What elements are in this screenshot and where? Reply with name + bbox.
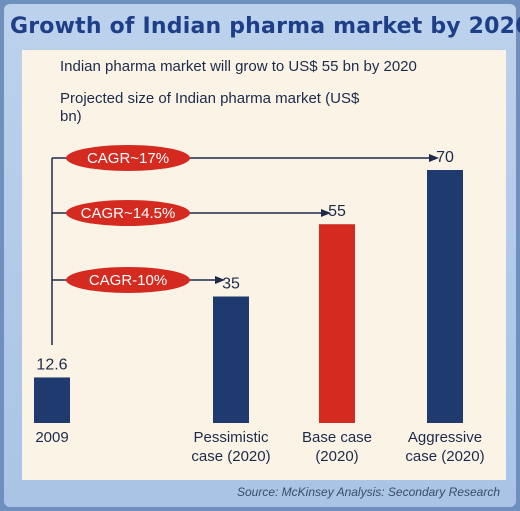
category-label: case (2020)	[405, 448, 484, 465]
category-label: 2009	[35, 429, 68, 446]
page-title: Growth of Indian pharma market by 2020	[10, 14, 520, 39]
category-label: Pessimistic	[193, 429, 269, 446]
bar	[213, 296, 249, 423]
bar	[427, 170, 463, 423]
source-note: Source: McKinsey Analysis: Secondary Res…	[236, 485, 500, 499]
cagr-arrowhead	[215, 276, 225, 284]
cagr-oval	[66, 200, 190, 226]
bar	[34, 377, 70, 423]
category-label: (2020)	[315, 448, 358, 465]
cagr-arrowhead	[429, 154, 439, 162]
category-label: case (2020)	[191, 448, 270, 465]
value-label: 35	[222, 276, 240, 293]
cagr-label: CAGR-10%	[89, 272, 167, 289]
cagr-label: CAGR~14.5%	[81, 205, 176, 222]
chart-subtitle: Indian pharma market will grow to US$ 55…	[60, 58, 417, 75]
y-axis-label: Projected size of Indian pharma market (…	[60, 90, 360, 125]
bar	[319, 224, 355, 423]
value-label: 70	[436, 149, 454, 166]
value-label: 55	[328, 203, 346, 220]
value-label: 12.6	[36, 356, 67, 373]
chart-panel	[22, 50, 506, 480]
category-label: Aggressive	[408, 429, 482, 446]
cagr-arrowhead	[321, 209, 331, 217]
cagr-oval	[66, 267, 190, 293]
cagr-oval	[66, 145, 190, 171]
cagr-label: CAGR~17%	[87, 150, 169, 167]
category-label: Base case	[302, 429, 372, 446]
